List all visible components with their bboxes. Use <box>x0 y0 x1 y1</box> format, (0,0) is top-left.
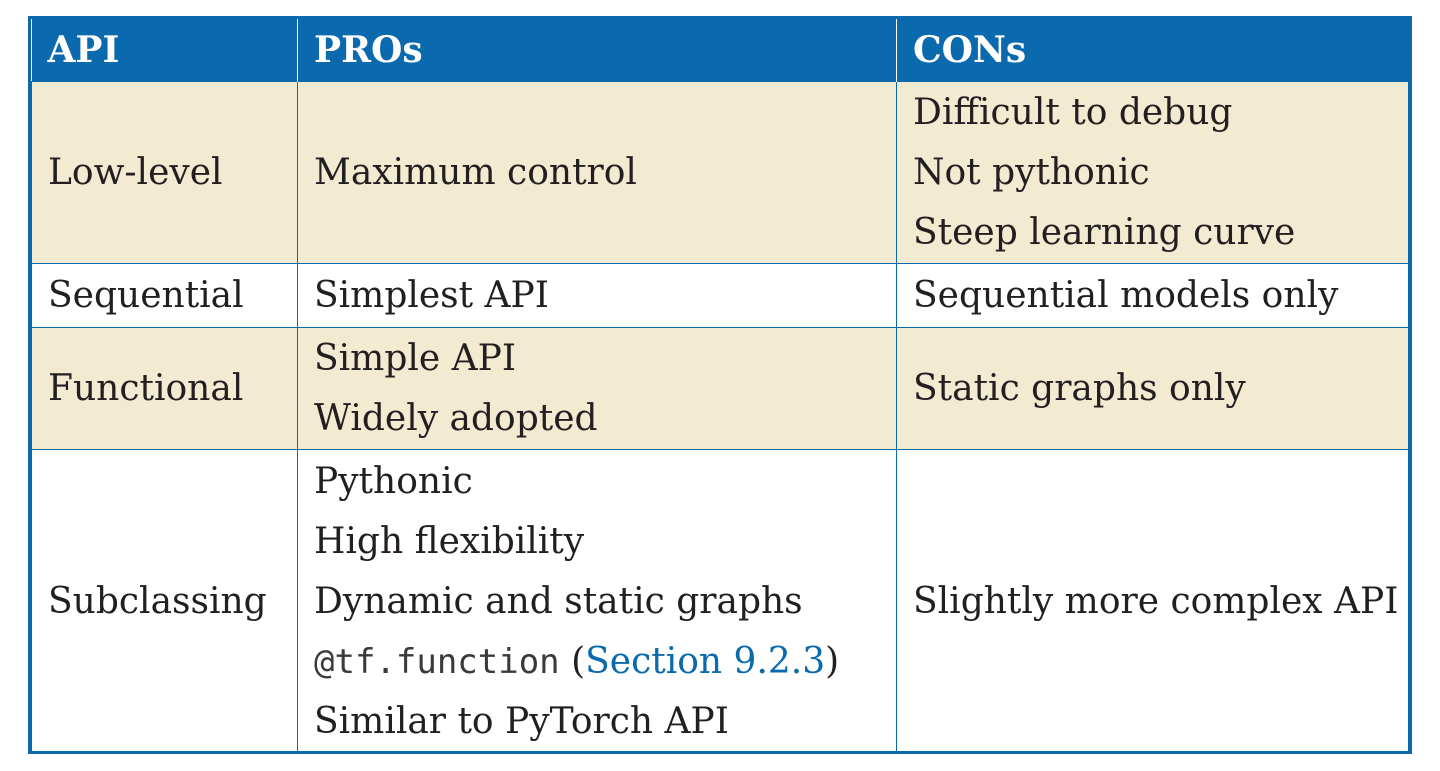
cons-cell: Static graphs only <box>896 327 1409 450</box>
api-name: Sequential <box>48 274 244 316</box>
api-name: Subclassing <box>48 581 267 622</box>
cons-cell: Difficult to debug Not pythonic Steep le… <box>896 81 1409 264</box>
pro-item: Pythonic <box>314 461 473 502</box>
con-item: Difficult to debug <box>913 91 1233 133</box>
api-cell: Low-level <box>31 81 298 264</box>
table-row-subclassing: Subclassing Pythonic High flexibility Dy… <box>31 449 1409 751</box>
cons-cell: Slightly more complex API <box>896 449 1409 751</box>
con-item: Static graphs only <box>913 367 1246 409</box>
pro-item: Maximum control <box>314 151 637 193</box>
section-link[interactable]: Section 9.2.3 <box>585 641 826 682</box>
api-name: Functional <box>48 367 244 409</box>
paren-open: ( <box>559 641 586 682</box>
pro-item: Simplest API <box>314 274 550 316</box>
table-row-functional: Functional Simple API Widely adopted Sta… <box>31 327 1409 450</box>
con-item: Not pythonic <box>913 151 1150 193</box>
api-cell: Subclassing <box>31 449 298 751</box>
pro-item: Widely adopted <box>314 397 598 439</box>
header-api: API <box>31 19 298 82</box>
pros-cell: Maximum control <box>297 81 897 264</box>
table-row-sequential: Sequential Simplest API Sequential model… <box>31 263 1409 328</box>
pro-item: High flexibility <box>314 521 585 562</box>
api-comparison-table-frame: API PROs CONs Low-level Maximum control … <box>28 16 1412 754</box>
pro-item: Dynamic and static graphs <box>314 581 803 622</box>
con-item: Slightly more complex API <box>913 581 1399 622</box>
pro-item: Simple API <box>314 337 517 379</box>
paren-close: ) <box>825 641 840 682</box>
pros-cell: Pythonic High flexibility Dynamic and st… <box>297 449 897 751</box>
header-cons: CONs <box>896 19 1409 82</box>
pro-item-code: @tf.function (Section 9.2.3) <box>314 632 896 692</box>
con-item: Steep learning curve <box>913 211 1296 253</box>
table-row-low-level: Low-level Maximum control Difficult to d… <box>31 81 1409 264</box>
pro-item: Similar to PyTorch API <box>314 701 729 742</box>
header-row: API PROs CONs <box>31 19 1409 82</box>
code-tf-function: @tf.function <box>314 642 560 682</box>
pros-cell: Simple API Widely adopted <box>297 327 897 450</box>
pros-cell: Simplest API <box>297 263 897 328</box>
header-pros: PROs <box>297 19 897 82</box>
cons-cell: Sequential models only <box>896 263 1409 328</box>
api-cell: Sequential <box>31 263 298 328</box>
api-cell: Functional <box>31 327 298 450</box>
api-name: Low-level <box>48 151 223 193</box>
api-comparison-table: API PROs CONs Low-level Maximum control … <box>31 19 1409 751</box>
con-item: Sequential models only <box>913 274 1339 316</box>
